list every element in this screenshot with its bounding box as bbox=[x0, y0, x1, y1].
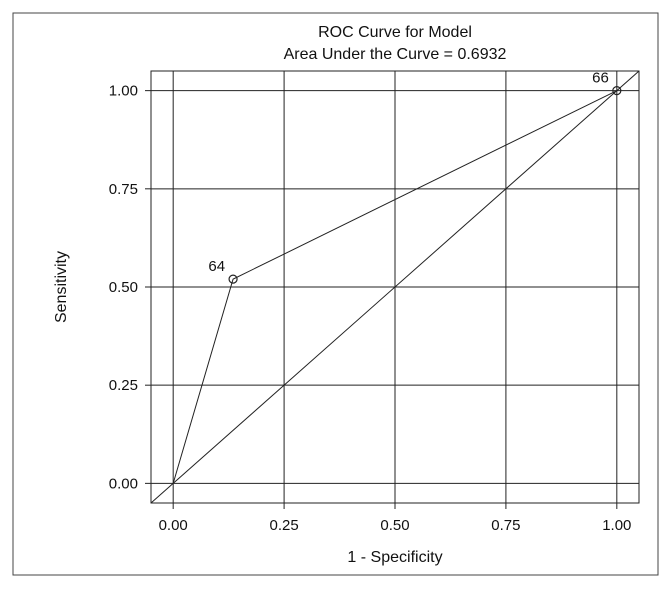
roc-curve-line bbox=[172, 90, 618, 484]
x-tick-label: 0.00 bbox=[159, 517, 188, 534]
y-tick-label: 0.50 bbox=[109, 279, 138, 296]
x-tick-label: 0.50 bbox=[380, 517, 409, 534]
figure-border bbox=[12, 12, 659, 576]
y-tick-label: 0.00 bbox=[109, 475, 138, 492]
ticks: 0.00 0.25 0.50 0.75 1.00 0.00 0.25 0.50 0.75 1.00 bbox=[109, 83, 632, 534]
roc-point-marker bbox=[612, 86, 622, 96]
x-tick-label: 1.00 bbox=[602, 517, 631, 534]
x-tick-label: 0.75 bbox=[491, 517, 520, 534]
y-axis-label: Sensitivity bbox=[53, 251, 70, 323]
y-tick-label: 1.00 bbox=[109, 83, 138, 100]
reference-diagonal-line bbox=[150, 70, 640, 504]
y-tick-label: 0.75 bbox=[109, 181, 138, 198]
x-axis-label: 1 - Specificity bbox=[347, 549, 442, 566]
series-layer bbox=[150, 70, 640, 504]
roc-point-label: 64 bbox=[208, 258, 225, 275]
chart-title: ROC Curve for Model bbox=[318, 24, 472, 41]
point-labels: 64 66 bbox=[208, 70, 608, 276]
chart-subtitle: Area Under the Curve = 0.6932 bbox=[284, 46, 507, 63]
y-tick-label: 0.25 bbox=[109, 377, 138, 394]
grid bbox=[151, 71, 639, 503]
x-tick-label: 0.25 bbox=[269, 517, 298, 534]
roc-point-label: 66 bbox=[592, 70, 609, 87]
roc-point-marker bbox=[228, 274, 238, 284]
